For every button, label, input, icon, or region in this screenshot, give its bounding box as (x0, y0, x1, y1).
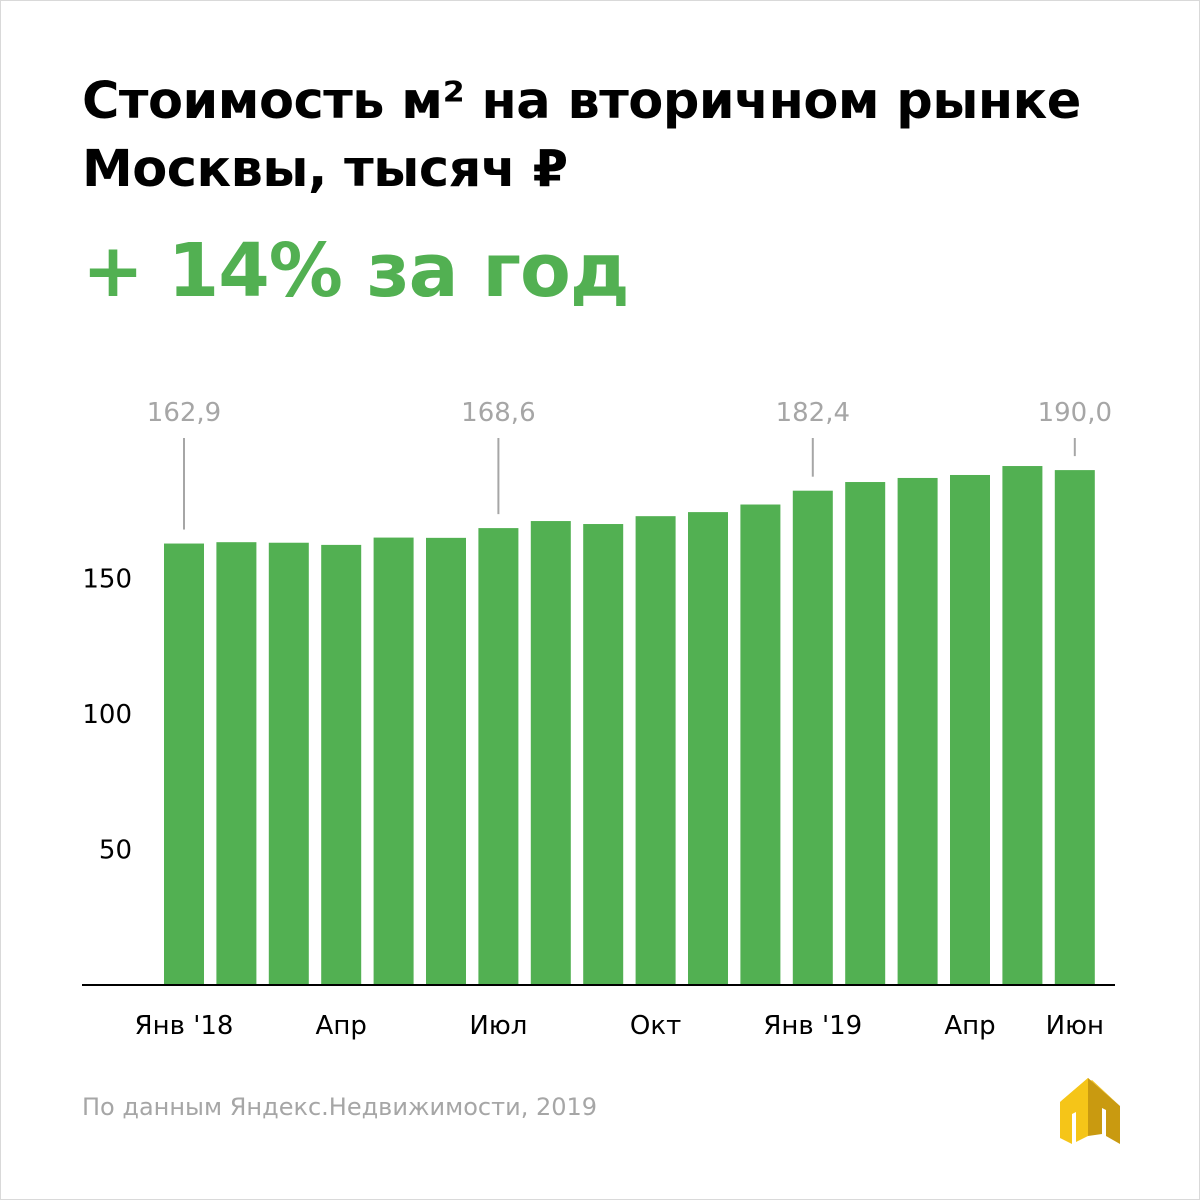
y-tick-label: 50 (99, 836, 132, 866)
logo-side (1088, 1078, 1120, 1144)
yandex-realty-house-icon (1060, 1078, 1120, 1144)
bar (373, 537, 414, 985)
bar (792, 490, 833, 985)
bar (1054, 470, 1095, 986)
logo-front (1060, 1078, 1088, 1144)
bar (845, 482, 886, 985)
x-tick-label: Июл (469, 1011, 527, 1041)
callout-value-label: 190,0 (1038, 398, 1112, 428)
bar (950, 474, 990, 985)
y-tick-label: 150 (82, 565, 132, 595)
bar (1002, 466, 1043, 985)
bar (530, 521, 571, 985)
x-tick-label: Янв '18 (135, 1011, 234, 1041)
source-note: По данным Яндекс.Недвижимости, 2019 (82, 1093, 598, 1121)
x-tick-label: Апр (944, 1011, 995, 1041)
bar (635, 516, 676, 985)
bar (268, 542, 309, 985)
growth-headline: + 14% за год (82, 228, 630, 314)
y-tick-label: 100 (82, 700, 132, 730)
callout-value-label: 182,4 (776, 398, 850, 428)
x-tick-label: Апр (316, 1011, 367, 1041)
bar (688, 512, 728, 985)
x-tick-label: Окт (630, 1011, 681, 1041)
bar (321, 544, 362, 985)
bar (583, 524, 624, 985)
x-tick-label: Янв '19 (763, 1011, 862, 1041)
x-tick-label: Июн (1046, 1011, 1104, 1041)
bar (426, 537, 466, 985)
callout-value-label: 162,9 (147, 398, 221, 428)
bar (216, 542, 257, 985)
bar (478, 528, 519, 985)
bar (897, 477, 938, 985)
chart-title: Стоимость м² на вторичном рынке Москвы, … (82, 72, 1081, 199)
bar (740, 504, 781, 985)
bar (164, 543, 204, 985)
callout-value-label: 168,6 (461, 398, 535, 428)
